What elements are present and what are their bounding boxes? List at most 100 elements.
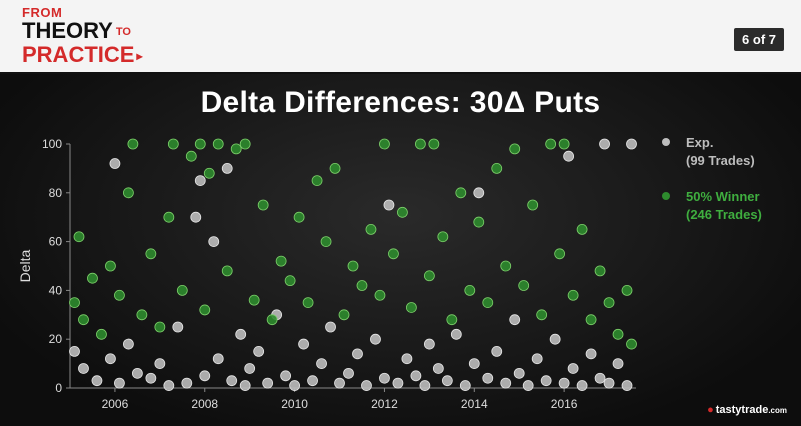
exp-point: [105, 353, 116, 365]
y-tick-label: 80: [49, 186, 63, 200]
page-badge: 6 of 7: [734, 28, 784, 51]
winner-point: [388, 248, 399, 260]
winner-point: [284, 275, 296, 287]
tastytrade-mark-icon: ●: [707, 404, 714, 416]
x-tick-label: 2014: [461, 397, 488, 411]
winner-point: [221, 265, 233, 277]
winner-point: [69, 297, 80, 309]
winner-point: [405, 302, 417, 313]
legend-note-exp: (99 Trades): [686, 153, 755, 168]
scatter-plot: 0 20 40 60 80 100 2006 2008 2010 2012 2014 2016 Delt…: [17, 137, 637, 411]
winner-point: [320, 236, 332, 248]
y-tick-label: 100: [42, 137, 62, 151]
exp-point: [603, 377, 615, 389]
exp-point: [244, 363, 256, 374]
winner-point: [491, 163, 503, 174]
winner-point: [500, 260, 512, 272]
winner-point: [73, 231, 85, 243]
exp-point: [392, 377, 404, 389]
winner-point: [414, 138, 426, 150]
exp-point: [563, 150, 575, 162]
winner-point: [536, 309, 548, 321]
winner-point: [329, 163, 341, 174]
legend-marker-winner: [662, 192, 670, 200]
legend-marker-exp: [662, 138, 670, 146]
exp-point: [450, 328, 462, 340]
winner-point: [612, 328, 624, 340]
exp-point: [576, 380, 588, 391]
exp-point: [419, 380, 431, 391]
exp-point: [599, 138, 610, 150]
exp-point: [383, 199, 395, 211]
brand-suffix: .com: [768, 406, 787, 415]
y-tick-label: 20: [49, 332, 63, 346]
exp-point: [114, 377, 125, 389]
winner-point: [114, 289, 125, 301]
legend-item-exp: Exp. (99 Trades): [662, 134, 762, 170]
exp-point: [226, 375, 238, 387]
exp-point: [401, 353, 413, 365]
winner-point: [230, 143, 242, 155]
exp-point: [549, 333, 561, 345]
winner-point: [603, 297, 615, 309]
exp-point: [473, 187, 485, 199]
winner-point: [199, 304, 211, 316]
winner-point: [423, 270, 435, 282]
winner-point: [594, 265, 606, 277]
logo-line-3: PRACTICE ▸: [22, 43, 142, 68]
exp-point: [334, 377, 345, 389]
exp-point: [423, 338, 435, 350]
exp-point: [379, 372, 390, 384]
exp-point: [298, 338, 309, 350]
exp-point: [468, 358, 480, 370]
exp-point: [531, 353, 543, 365]
exp-point: [253, 345, 265, 357]
legend-note-winner: (246 Trades): [686, 207, 762, 222]
winner-point: [347, 260, 359, 272]
exp-point: [325, 321, 336, 333]
exp-point: [594, 372, 606, 384]
tastytrade-logo: ● tastytrade.com: [707, 404, 787, 416]
y-tick-label: 60: [49, 235, 63, 249]
winner-point: [203, 167, 215, 179]
winner-point: [78, 314, 89, 326]
exp-point: [626, 138, 637, 150]
chart-title: Delta Differences: 30Δ Puts: [200, 86, 601, 119]
exp-point: [621, 380, 633, 391]
exp-point: [280, 370, 292, 382]
winner-point: [473, 216, 485, 228]
winner-point: [464, 284, 476, 296]
exp-point: [122, 338, 134, 350]
winner-point: [576, 223, 588, 235]
exp-point: [235, 328, 247, 340]
exp-point: [109, 158, 121, 169]
winner-point: [212, 138, 224, 150]
y-tick-label: 0: [55, 381, 62, 395]
exp-point: [190, 211, 202, 223]
exp-point: [181, 377, 193, 389]
brand-name: tastytrade: [715, 404, 769, 416]
y-tick-label: 40: [49, 283, 63, 297]
exp-point: [221, 163, 233, 174]
x-tick-label: 2006: [102, 397, 129, 411]
winner-point: [257, 199, 269, 211]
winner-point: [545, 138, 557, 150]
exp-point: [491, 345, 503, 357]
exp-point: [500, 377, 512, 389]
exp-point: [432, 363, 444, 374]
winner-point: [437, 231, 449, 243]
winner-point: [379, 138, 390, 150]
winner-point: [122, 187, 134, 199]
winner-point: [482, 297, 494, 309]
logo-practice: PRACTICE: [22, 42, 135, 68]
winner-point: [239, 138, 251, 150]
x-tick-label: 2012: [371, 397, 398, 411]
winner-point: [154, 321, 166, 333]
y-axis-label: Delta: [17, 249, 33, 282]
legend-label-exp: Exp.: [686, 135, 714, 150]
exp-point: [459, 380, 471, 391]
exp-point: [352, 348, 363, 360]
legend-item-winner: 50% Winner (246 Trades): [662, 188, 762, 224]
winner-point: [105, 260, 116, 272]
winner-point: [167, 138, 179, 150]
